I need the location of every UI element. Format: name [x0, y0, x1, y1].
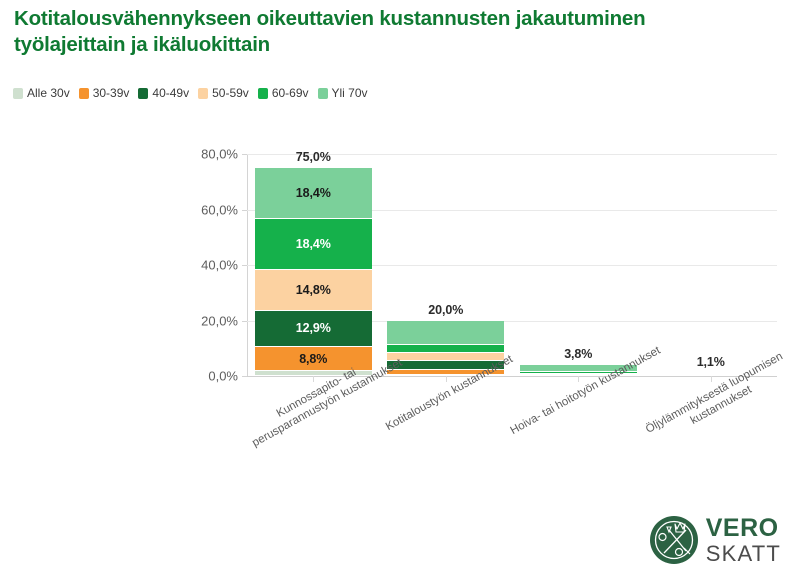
- page-title-line-2: työlajeittain ja ikäluokittain: [14, 33, 271, 56]
- y-tick-mark: [242, 154, 247, 155]
- bar-segment[interactable]: 8,8%: [254, 346, 372, 372]
- bar-segment[interactable]: 14,8%: [254, 270, 372, 312]
- bar-segment-value-label: 14,8%: [295, 283, 331, 298]
- vero-skatt-logo: VERO SKATT: [649, 515, 781, 565]
- chart-legend: Alle 30v 30-39v 40-49v 50-59v 60-69v Yli 70v: [13, 86, 368, 100]
- bar-column-0[interactable]: 8,8% 12,9% 14,8% 18,4% 18,4% 75,0%: [254, 150, 372, 376]
- bar-segment[interactable]: [387, 320, 505, 345]
- legend-swatch-icon: [138, 87, 149, 99]
- y-tick-mark: [242, 320, 247, 322]
- chart-plot-area: 0,0% 20,0% 40,0% 60,0% 80,0% 8,8% 12,9% 14,8% 1…: [201, 147, 777, 384]
- logo-skatt-text: SKATT: [705, 540, 781, 566]
- legend-swatch-icon: [257, 87, 268, 99]
- bar-segment[interactable]: [652, 373, 770, 375]
- legend-item-label: 30-39v: [92, 86, 130, 100]
- bar-segment[interactable]: [387, 370, 505, 376]
- bar-segment[interactable]: [519, 374, 637, 376]
- bar-total-label: 75,0%: [295, 149, 331, 164]
- y-axis-tick-label: 80,0%: [201, 146, 238, 162]
- x-tick-mark: [313, 376, 315, 382]
- bar-column-1[interactable]: 20,0%: [387, 303, 505, 376]
- bar-column-3[interactable]: 1,1%: [652, 355, 770, 376]
- logo-wordmark: VERO SKATT: [705, 513, 781, 566]
- legend-swatch-icon: [78, 87, 89, 99]
- title-block: Kotitalousvähennykseen oikeuttavien kust…: [14, 6, 774, 58]
- y-tick-mark: [242, 376, 247, 377]
- legend-swatch-icon: [317, 87, 328, 99]
- bar-segment[interactable]: [387, 352, 505, 362]
- y-axis-tick-label: 60,0%: [201, 202, 238, 217]
- legend-swatch-icon: [13, 87, 23, 99]
- legend-item-40-49v[interactable]: 40-49v: [138, 86, 189, 100]
- bar-segment[interactable]: [652, 374, 770, 376]
- bar-segment[interactable]: [519, 371, 637, 374]
- y-tick-mark: [242, 209, 247, 211]
- bar-segment[interactable]: [387, 361, 505, 371]
- legend-item-yli-70v[interactable]: Yli 70v: [317, 86, 368, 100]
- gridline: [247, 154, 777, 155]
- legend-item-50-59v[interactable]: 50-59v: [198, 86, 249, 100]
- bar-segment-value-label: 12,9%: [295, 321, 331, 336]
- legend-item-label: 40-49v: [152, 86, 190, 100]
- bar-segment[interactable]: [254, 371, 372, 376]
- bar-segment[interactable]: [519, 365, 637, 372]
- logo-vero-text: VERO: [705, 513, 779, 542]
- bar-segment[interactable]: 12,9%: [254, 311, 372, 347]
- bar-segment-value-label: 18,4%: [295, 236, 331, 251]
- y-tick-mark: [242, 265, 247, 266]
- bar-segment[interactable]: [387, 344, 505, 353]
- legend-item-30-39v[interactable]: 30-39v: [78, 86, 130, 100]
- legend-item-alle-30v[interactable]: Alle 30v: [13, 86, 70, 100]
- bar-segment[interactable]: [652, 372, 770, 374]
- bar-column-2[interactable]: 3,8%: [519, 347, 637, 376]
- x-axis-line: [247, 376, 777, 377]
- bar-segment[interactable]: [652, 372, 770, 374]
- bar-segment-value-label: 18,4%: [295, 185, 331, 200]
- x-tick-mark: [710, 376, 712, 382]
- y-axis-tick-label: 20,0%: [201, 313, 238, 328]
- bar-total-label: 1,1%: [696, 354, 725, 369]
- legend-item-60-69v[interactable]: 60-69v: [257, 86, 309, 100]
- bar-total-label: 20,0%: [428, 302, 464, 317]
- bar-segment[interactable]: [387, 375, 505, 376]
- legend-item-label: 50-59v: [212, 86, 249, 100]
- legend-swatch-icon: [198, 87, 209, 99]
- x-tick-mark: [445, 376, 447, 382]
- bar-segment[interactable]: 18,4%: [254, 167, 372, 219]
- gridline: [247, 209, 777, 211]
- gridline: [247, 320, 777, 322]
- page-title: Kotitalousvähennykseen oikeuttavien kust…: [14, 6, 774, 58]
- y-axis-tick-label: 40,0%: [201, 257, 238, 273]
- bar-segment[interactable]: [652, 374, 770, 376]
- bar-segment-value-label: 8,8%: [299, 351, 328, 366]
- x-tick-mark: [578, 376, 580, 382]
- vero-emblem-icon: [649, 516, 698, 564]
- gridline: [247, 265, 777, 266]
- legend-item-label: 60-69v: [271, 86, 309, 100]
- bar-segment[interactable]: [519, 373, 637, 376]
- bar-segment[interactable]: 18,4%: [254, 218, 372, 270]
- page-title-line-1: Kotitalousvähennykseen oikeuttavien kust…: [14, 7, 646, 30]
- y-axis-tick-label: 0,0%: [208, 368, 238, 384]
- legend-item-label: Yli 70v: [331, 86, 368, 100]
- bar-total-label: 3,8%: [564, 347, 593, 362]
- legend-item-label: Alle 30v: [27, 86, 70, 100]
